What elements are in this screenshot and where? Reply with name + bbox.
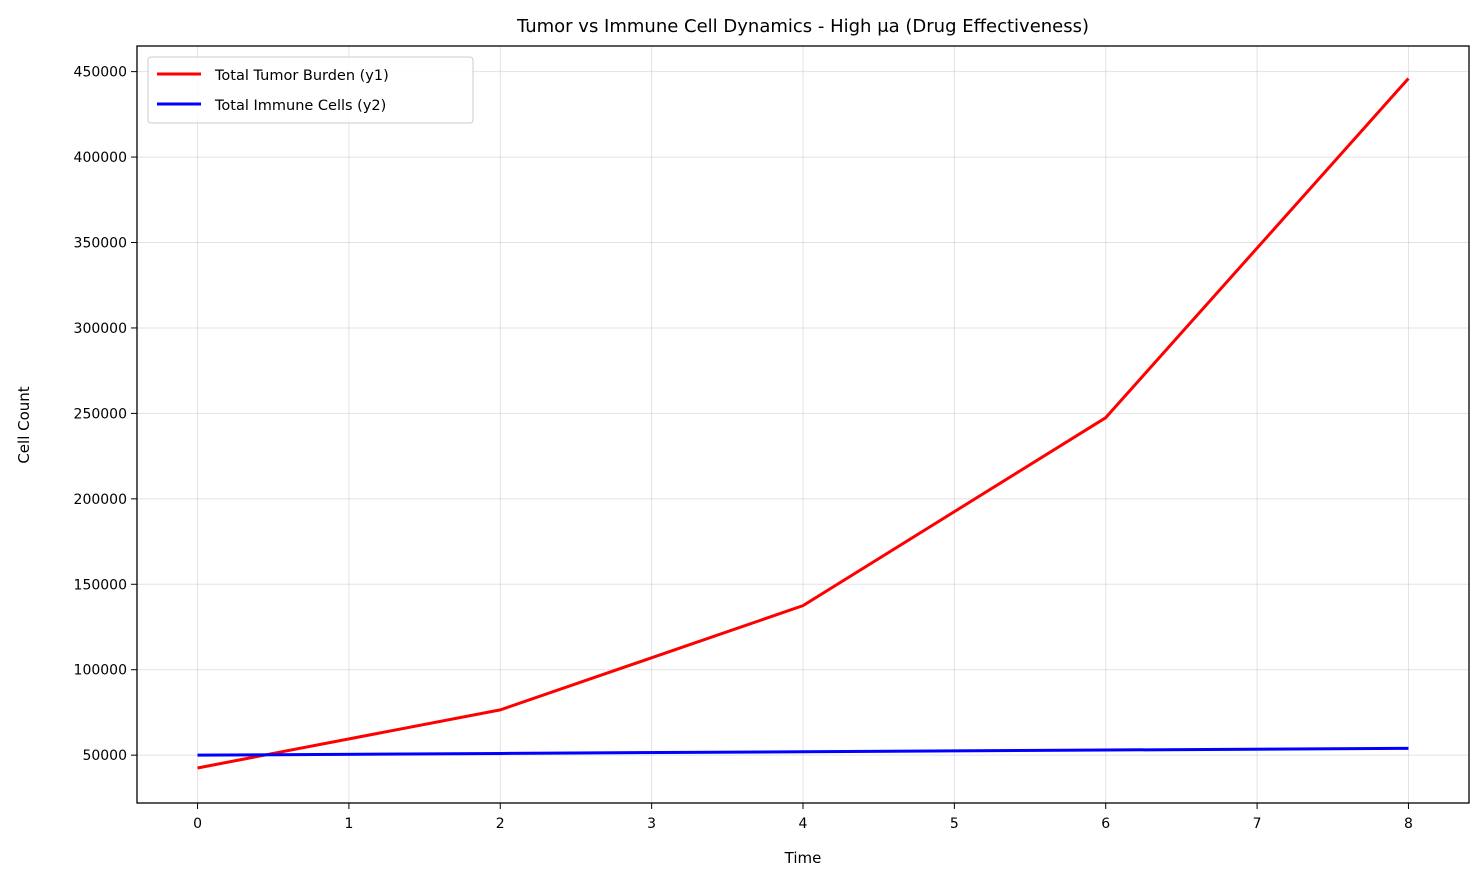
x-tick-label: 8 bbox=[1404, 816, 1413, 832]
tumor-burden-line bbox=[197, 77, 1410, 770]
x-tick-label: 6 bbox=[1101, 816, 1110, 832]
legend-label-tumor: Total Tumor Burden (y1) bbox=[214, 68, 389, 84]
x-tick-label: 4 bbox=[799, 816, 808, 832]
series-lines bbox=[197, 77, 1410, 770]
y-tick-label: 100000 bbox=[74, 663, 127, 679]
y-tick-label: 200000 bbox=[74, 492, 127, 508]
y-tick-label: 450000 bbox=[74, 65, 127, 81]
legend: Total Tumor Burden (y1) Total Immune Cel… bbox=[147, 56, 474, 124]
y-tick-label: 250000 bbox=[74, 406, 127, 422]
y-tick-label: 350000 bbox=[74, 236, 127, 252]
y-tick-label: 150000 bbox=[74, 577, 127, 593]
x-axis-label: Time bbox=[784, 849, 822, 867]
x-tick-label: 2 bbox=[496, 816, 505, 832]
grid bbox=[137, 46, 1469, 803]
legend-box bbox=[147, 56, 474, 124]
x-axis-ticks: 0 1 2 3 4 5 6 7 8 bbox=[193, 803, 1413, 832]
x-tick-label: 1 bbox=[344, 816, 353, 832]
y-axis-ticks: 50000 100000 150000 200000 250000 300000 35000… bbox=[74, 65, 137, 764]
y-tick-label: 400000 bbox=[74, 150, 127, 166]
chart-title: Tumor vs Immune Cell Dynamics - High μa … bbox=[516, 16, 1089, 37]
x-tick-label: 0 bbox=[193, 816, 202, 832]
legend-label-immune: Total Immune Cells (y2) bbox=[214, 98, 386, 114]
y-axis-label: Cell Count bbox=[15, 386, 33, 463]
x-tick-label: 5 bbox=[950, 816, 959, 832]
immune-cells-line bbox=[197, 746, 1409, 757]
x-tick-label: 3 bbox=[647, 816, 656, 832]
x-tick-label: 7 bbox=[1253, 816, 1262, 832]
y-tick-label: 300000 bbox=[74, 321, 127, 337]
y-tick-label: 50000 bbox=[82, 748, 127, 764]
